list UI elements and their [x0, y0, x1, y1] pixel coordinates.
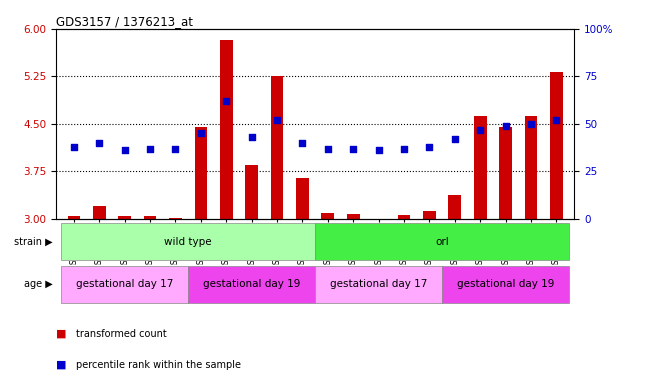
- Text: GDS3157 / 1376213_at: GDS3157 / 1376213_at: [56, 15, 193, 28]
- Bar: [449, 195, 461, 219]
- Bar: [220, 40, 232, 219]
- Point: [399, 146, 409, 152]
- Bar: [347, 214, 360, 219]
- Bar: [398, 215, 411, 219]
- Bar: [474, 116, 486, 219]
- Bar: [195, 127, 207, 219]
- FancyBboxPatch shape: [442, 266, 569, 303]
- Bar: [499, 127, 512, 219]
- Point: [170, 146, 181, 152]
- Bar: [525, 116, 537, 219]
- Point: [272, 117, 282, 123]
- Bar: [246, 165, 258, 219]
- Text: gestational day 19: gestational day 19: [203, 279, 300, 289]
- Point: [551, 117, 562, 123]
- Text: gestational day 19: gestational day 19: [457, 279, 554, 289]
- Text: gestational day 17: gestational day 17: [76, 279, 174, 289]
- Point: [323, 146, 333, 152]
- Text: strain ▶: strain ▶: [14, 237, 53, 247]
- Point: [69, 144, 79, 150]
- Text: ■: ■: [56, 329, 67, 339]
- Point: [297, 140, 308, 146]
- Text: ■: ■: [56, 360, 67, 370]
- FancyBboxPatch shape: [315, 266, 442, 303]
- Text: percentile rank within the sample: percentile rank within the sample: [76, 360, 241, 370]
- FancyBboxPatch shape: [315, 223, 569, 260]
- Bar: [169, 218, 182, 219]
- Bar: [67, 216, 81, 219]
- FancyBboxPatch shape: [61, 223, 315, 260]
- Bar: [93, 206, 106, 219]
- Bar: [271, 76, 283, 219]
- Text: age ▶: age ▶: [24, 279, 53, 289]
- Text: orl: orl: [435, 237, 449, 247]
- Point: [94, 140, 104, 146]
- Bar: [550, 72, 563, 219]
- Text: wild type: wild type: [164, 237, 212, 247]
- Bar: [296, 178, 309, 219]
- Point: [449, 136, 460, 142]
- Bar: [118, 216, 131, 219]
- Point: [246, 134, 257, 140]
- Bar: [321, 213, 334, 219]
- Point: [195, 130, 206, 136]
- Point: [119, 147, 130, 154]
- Bar: [144, 216, 156, 219]
- FancyBboxPatch shape: [188, 266, 315, 303]
- Point: [374, 147, 384, 154]
- Point: [475, 126, 486, 132]
- FancyBboxPatch shape: [61, 266, 188, 303]
- Point: [500, 122, 511, 129]
- Point: [221, 98, 232, 104]
- Point: [424, 144, 435, 150]
- Text: gestational day 17: gestational day 17: [330, 279, 427, 289]
- Point: [145, 146, 155, 152]
- Bar: [423, 211, 436, 219]
- Point: [348, 146, 358, 152]
- Point: [526, 121, 537, 127]
- Text: transformed count: transformed count: [76, 329, 166, 339]
